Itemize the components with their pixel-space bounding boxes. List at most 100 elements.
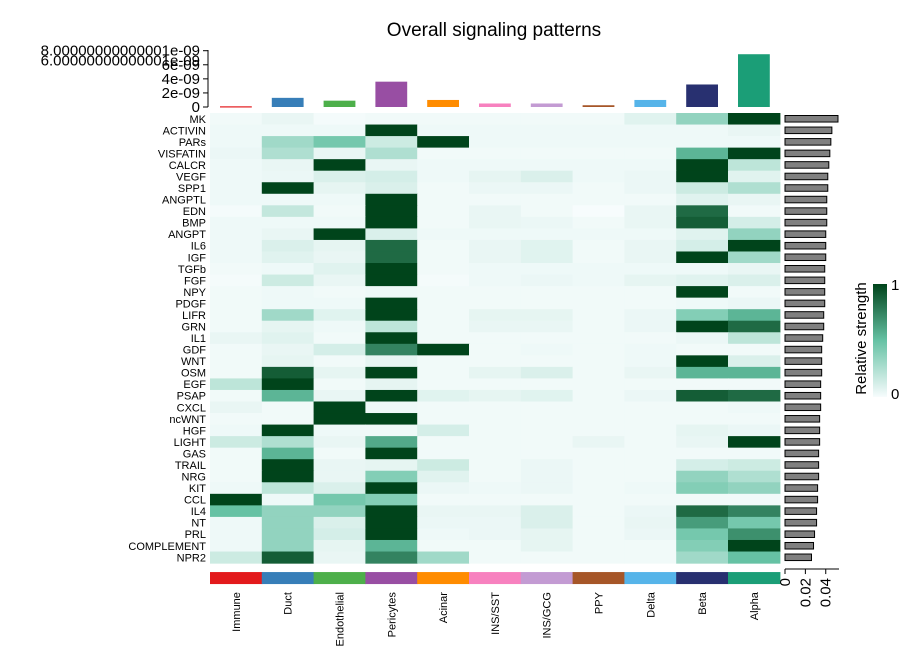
top-bar — [530, 103, 563, 107]
heatmap-cell — [624, 216, 677, 229]
top-axis-tick-label: 6.00000000000001e-09 — [41, 53, 200, 70]
heatmap-cell — [469, 228, 522, 241]
heatmap-cell — [417, 378, 470, 391]
heatmap-cell — [210, 528, 263, 541]
heatmap-cell — [728, 286, 781, 299]
row-label: SPP1 — [178, 183, 206, 195]
heatmap-cell — [676, 182, 729, 195]
heatmap-cell — [417, 389, 470, 403]
right-axis-tick-label: 0 — [777, 578, 794, 586]
right-bar — [784, 449, 820, 458]
heatmap-cell — [313, 263, 366, 276]
heatmap-cell — [676, 470, 729, 483]
heatmap-cell — [210, 216, 263, 229]
heatmap-cell — [520, 424, 574, 437]
right-bar — [784, 230, 827, 238]
heatmap-cell — [469, 170, 522, 183]
heatmap-cell — [572, 286, 625, 299]
heatmap-cell — [261, 239, 315, 253]
heatmap-cell — [313, 447, 366, 460]
right-bar — [784, 288, 826, 296]
heatmap-cell — [676, 343, 729, 356]
row-label: WNT — [181, 356, 206, 368]
top-bar — [375, 81, 408, 107]
heatmap-cell — [469, 355, 522, 368]
legend-color-bar — [873, 284, 887, 397]
heatmap-cell — [572, 505, 625, 518]
heatmap-cell — [365, 528, 418, 541]
heatmap-cell — [261, 228, 315, 241]
top-axis-tick-label: 0 — [192, 99, 200, 116]
right-bar — [784, 391, 822, 400]
heatmap-cell — [624, 170, 677, 183]
heatmap-cell — [417, 263, 470, 276]
heatmap-cell — [676, 124, 729, 137]
column-color-swatch — [469, 572, 522, 585]
heatmap-cell — [365, 413, 418, 426]
row-label: NPY — [183, 287, 206, 299]
heatmap-cell — [261, 332, 315, 345]
heatmap-cell — [624, 309, 677, 322]
heatmap-cell — [469, 147, 522, 160]
heatmap-cell — [624, 239, 677, 253]
heatmap-cell — [469, 528, 522, 541]
heatmap-cell — [676, 424, 729, 437]
heatmap-cell — [469, 205, 522, 218]
heatmap-cell — [572, 539, 625, 553]
column-label: INS/GCG — [542, 592, 554, 638]
right-bar — [784, 518, 818, 527]
heatmap-cell — [572, 332, 625, 345]
heatmap-cell — [417, 505, 470, 518]
heatmap-cell — [417, 413, 470, 426]
heatmap-cell — [365, 516, 418, 530]
heatmap-cell — [365, 216, 418, 229]
heatmap-cell — [728, 436, 781, 449]
heatmap-cell — [728, 205, 781, 218]
right-bar — [784, 426, 821, 435]
heatmap-cell — [728, 309, 781, 322]
heatmap-cell — [261, 193, 315, 206]
heatmap-cell — [210, 332, 263, 345]
right-bar — [784, 149, 831, 158]
top-axis-tick-label: 2e-09 — [162, 85, 200, 102]
heatmap-cell — [520, 251, 574, 264]
heatmap-cell — [417, 251, 470, 264]
heatmap-cell — [676, 147, 729, 160]
heatmap-cell — [572, 355, 625, 368]
heatmap-cell — [365, 493, 418, 506]
heatmap-cell — [469, 436, 522, 449]
heatmap-cell — [676, 447, 729, 460]
heatmap-cell — [210, 470, 263, 483]
row-label: HGF — [183, 425, 207, 437]
heatmap-cell — [520, 343, 574, 356]
heatmap-cell — [572, 239, 625, 253]
column-color-swatch — [728, 572, 781, 585]
heatmap-cell — [313, 182, 366, 195]
heatmap-cell — [261, 470, 315, 483]
right-bar — [784, 345, 823, 354]
column-color-swatch — [676, 572, 729, 585]
heatmap-cell — [728, 170, 781, 183]
heatmap-cell — [210, 205, 263, 218]
heatmap-cell — [469, 413, 522, 426]
heatmap-cell — [624, 193, 677, 206]
row-label: LIGHT — [174, 437, 207, 449]
heatmap-cell — [676, 436, 729, 449]
heatmap-cell — [417, 493, 470, 506]
heatmap-cell — [520, 528, 574, 541]
heatmap-cell — [365, 470, 418, 483]
heatmap-cell — [676, 551, 729, 564]
right-bar — [784, 138, 832, 146]
legend-title: Relative strength — [853, 282, 870, 395]
heatmap-cell — [624, 516, 677, 530]
heatmap-cell — [624, 470, 677, 483]
heatmap-cell — [469, 182, 522, 195]
heatmap-cell — [261, 113, 315, 126]
right-bar — [784, 403, 822, 412]
heatmap-cell — [365, 251, 418, 264]
heatmap-cell — [728, 413, 781, 426]
heatmap-cell — [520, 274, 574, 287]
heatmap-cell — [210, 401, 263, 414]
heatmap-cell — [365, 136, 418, 149]
